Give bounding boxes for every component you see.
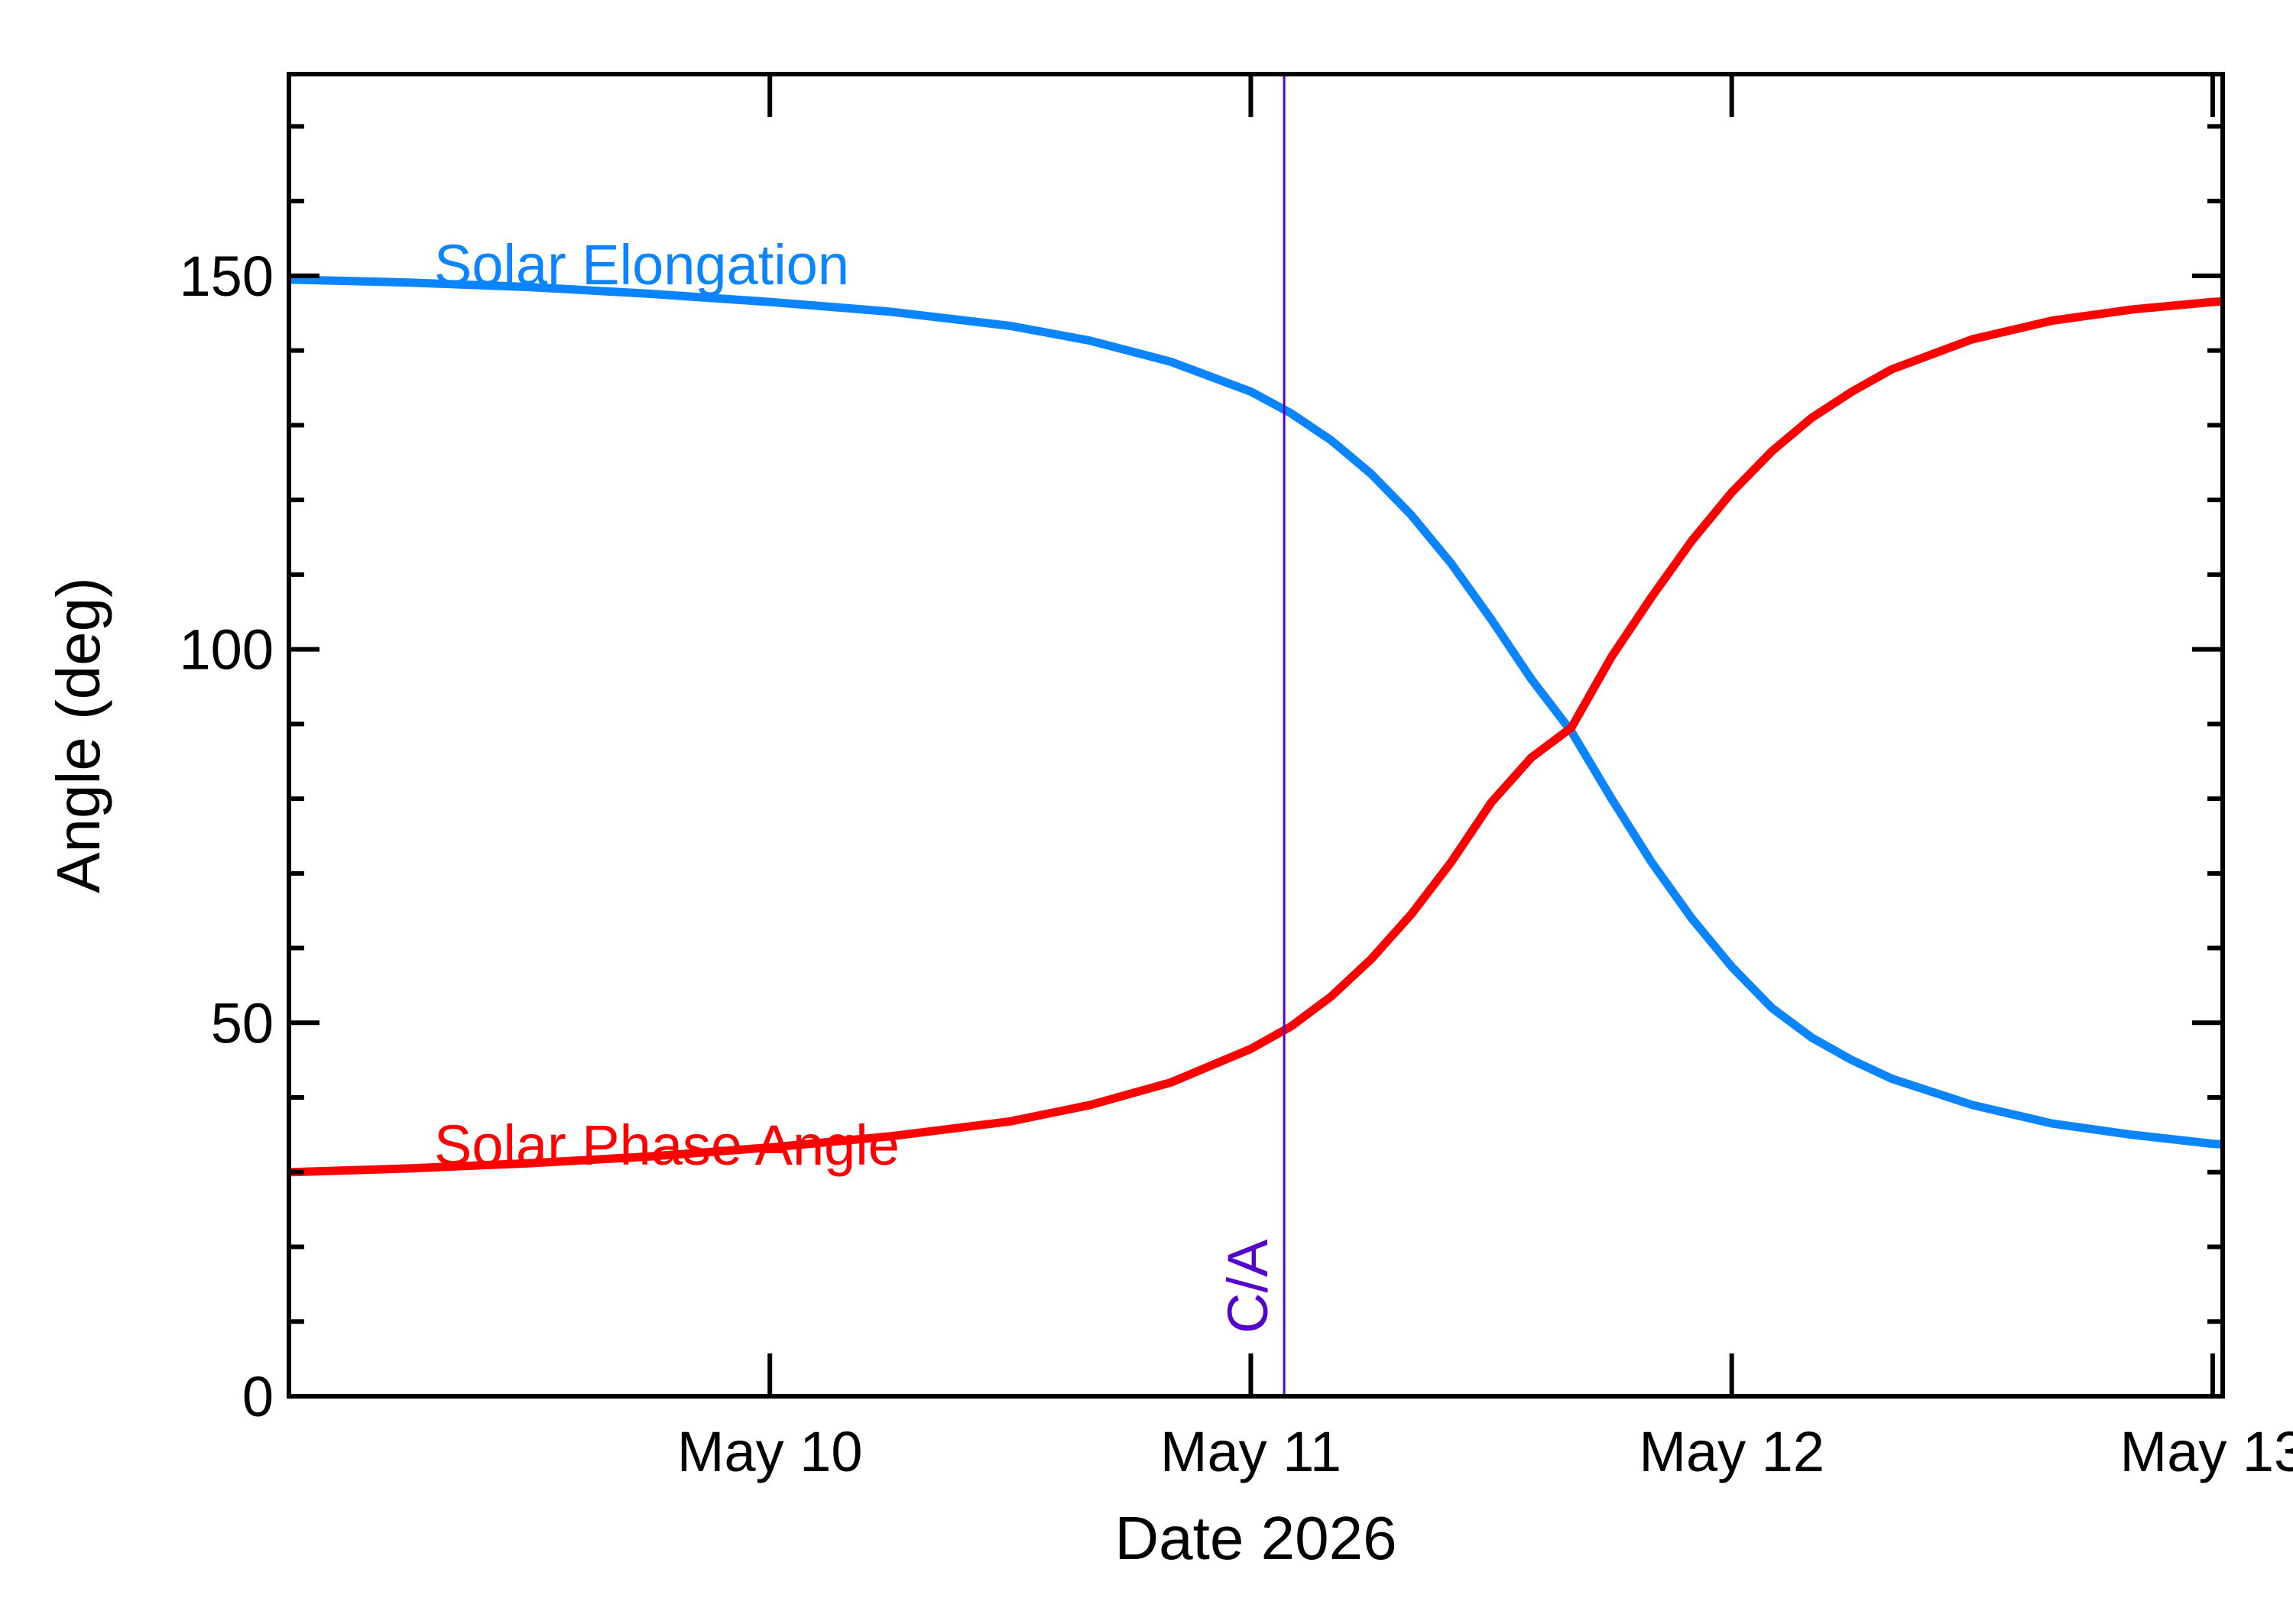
series-label-1: Solar Phase Angle [434,1113,900,1177]
tick-layer [289,74,2223,1399]
x-axis-title: Date 2026 [1114,1504,1396,1572]
y-tick-label: 150 [180,245,274,308]
y-tick-label: 50 [211,991,274,1055]
closest-approach-marker: C/A [1216,74,1286,1396]
series-label-0: Solar Elongation [434,233,849,297]
closest-approach-label: C/A [1216,1239,1279,1334]
x-tick-label: May 10 [677,1420,863,1483]
series-line-1 [289,297,2223,1177]
plot-frame [287,72,2225,1399]
x-tick-label: May 12 [1639,1420,1824,1483]
x-tick-label: May 11 [1160,1420,1341,1483]
x-tick-label: May 13 [2120,1420,2293,1483]
label-layer: 0 50 100 150 May 10 May 11 May 12 May 13 Solar E… [180,233,2293,1483]
series-layer [289,275,2223,1177]
y-tick-label: 100 [180,618,274,682]
y-axis-title: Angle (deg) [44,577,112,893]
y-tick-label: 0 [242,1365,274,1428]
